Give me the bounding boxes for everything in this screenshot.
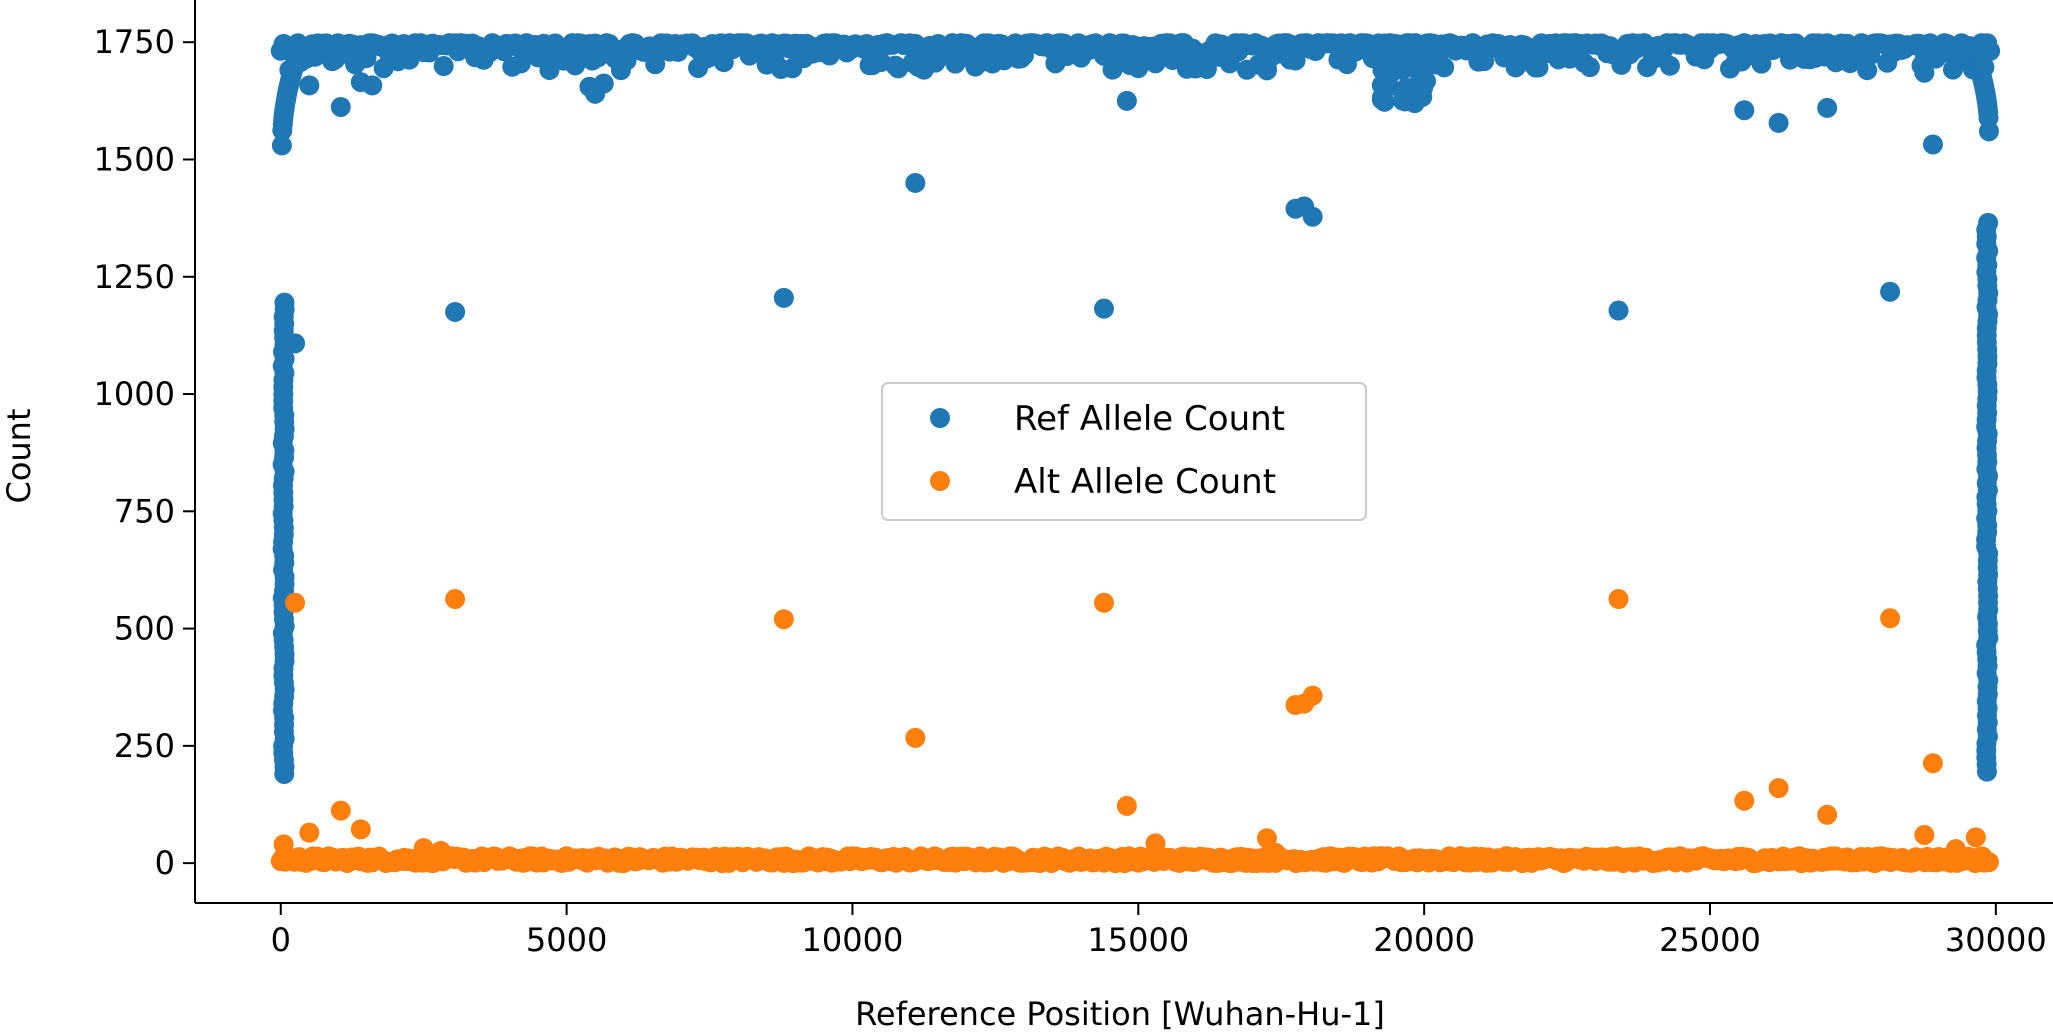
alt-point bbox=[1093, 592, 1114, 613]
alt-point bbox=[773, 609, 794, 630]
ref-point bbox=[274, 292, 295, 313]
ref-point bbox=[1256, 60, 1277, 81]
ref-point bbox=[1768, 112, 1789, 133]
y-tick-label: 1250 bbox=[94, 258, 175, 296]
ref-point bbox=[285, 333, 306, 354]
alt-point bbox=[430, 840, 451, 861]
alt-point bbox=[285, 592, 306, 613]
alt-point bbox=[445, 589, 466, 610]
ref-point bbox=[905, 172, 926, 193]
x-tick-label: 15000 bbox=[1087, 921, 1189, 959]
ref-point bbox=[362, 75, 383, 96]
x-tick-label: 20000 bbox=[1373, 921, 1475, 959]
alt-point bbox=[1145, 833, 1166, 854]
legend-label-ref: Ref Allele Count bbox=[1014, 399, 1285, 439]
alt-point bbox=[1734, 790, 1755, 811]
y-tick-label: 500 bbox=[114, 610, 175, 648]
ref-point bbox=[1302, 206, 1323, 227]
alt-point bbox=[299, 822, 320, 843]
ref-point bbox=[289, 41, 310, 62]
y-tick-label: 1000 bbox=[94, 375, 175, 413]
alt-point bbox=[905, 727, 926, 748]
x-tick-label: 0 bbox=[271, 921, 291, 959]
alt-point bbox=[1608, 589, 1629, 610]
ref-point bbox=[1880, 281, 1901, 302]
alt-point bbox=[1817, 804, 1838, 825]
alt-point bbox=[1116, 795, 1137, 816]
ref-point bbox=[1857, 60, 1878, 81]
ref-point bbox=[1434, 57, 1455, 78]
alt-point bbox=[1945, 839, 1966, 860]
x-tick-label: 5000 bbox=[526, 921, 607, 959]
ref-point bbox=[445, 301, 466, 322]
ref-point bbox=[1374, 91, 1395, 112]
legend-label-alt: Alt Allele Count bbox=[1014, 462, 1276, 502]
ref-point bbox=[1093, 298, 1114, 319]
y-axis-ticks: 0 250 500 750 1000 1250 1500 1750 bbox=[94, 23, 195, 882]
alt-point bbox=[413, 838, 434, 859]
x-tick-label: 30000 bbox=[1945, 921, 2047, 959]
y-tick-label: 750 bbox=[114, 492, 175, 530]
x-tick-label: 10000 bbox=[802, 921, 904, 959]
ref-point bbox=[773, 287, 794, 308]
ref-point bbox=[1528, 57, 1549, 78]
ref-point bbox=[539, 59, 560, 80]
ref-point bbox=[433, 56, 454, 77]
legend-marker-ref bbox=[930, 408, 950, 428]
ref-point bbox=[271, 135, 292, 156]
ref-point bbox=[1415, 71, 1436, 92]
ref-point bbox=[1734, 100, 1755, 121]
alt-point bbox=[330, 800, 351, 821]
ref-point bbox=[1659, 55, 1680, 76]
ref-point bbox=[1116, 90, 1137, 111]
legend-frame bbox=[881, 382, 1367, 521]
plot-area bbox=[270, 33, 2001, 874]
alt-point bbox=[1768, 778, 1789, 799]
alt-point bbox=[1265, 842, 1286, 863]
y-tick-label: 1500 bbox=[94, 140, 175, 178]
alt-point bbox=[1914, 824, 1935, 845]
alt-point bbox=[1922, 753, 1943, 774]
ref-point bbox=[1608, 300, 1629, 321]
ref-point bbox=[1392, 90, 1413, 111]
alt-point bbox=[350, 819, 371, 840]
ref-point bbox=[593, 73, 614, 94]
y-tick-label: 0 bbox=[155, 844, 175, 882]
y-axis-label: Count bbox=[0, 408, 38, 503]
ref-point bbox=[1128, 58, 1149, 79]
legend: Ref Allele Count Alt Allele Count bbox=[881, 382, 1367, 521]
ref-point bbox=[1382, 61, 1403, 82]
ref-point bbox=[299, 75, 320, 96]
x-axis-label: Reference Position [Wuhan-Hu-1] bbox=[855, 995, 1385, 1033]
legend-marker-alt bbox=[930, 471, 950, 491]
alt-point bbox=[1256, 828, 1277, 849]
ref-point bbox=[1817, 97, 1838, 118]
ref-point bbox=[1145, 53, 1166, 74]
alt-point bbox=[1965, 827, 1986, 848]
ref-point bbox=[1922, 134, 1943, 155]
ref-point bbox=[1978, 212, 1999, 233]
ref-point bbox=[1961, 36, 1982, 57]
ref-point bbox=[1914, 62, 1935, 83]
y-tick-label: 1750 bbox=[94, 23, 175, 61]
axes bbox=[194, 0, 2053, 904]
alt-point bbox=[273, 834, 294, 855]
ref-point bbox=[1579, 57, 1600, 78]
ref-point bbox=[616, 50, 637, 71]
x-tick-label: 25000 bbox=[1659, 921, 1761, 959]
alt-point bbox=[1978, 852, 1999, 873]
ref-point bbox=[1401, 42, 1422, 63]
y-tick-label: 250 bbox=[114, 727, 175, 765]
ref-point bbox=[330, 96, 351, 117]
alt-point bbox=[1302, 685, 1323, 706]
alt-point bbox=[1880, 608, 1901, 629]
x-axis-ticks: 0 5000 10000 15000 20000 25000 30000 bbox=[271, 903, 2047, 959]
